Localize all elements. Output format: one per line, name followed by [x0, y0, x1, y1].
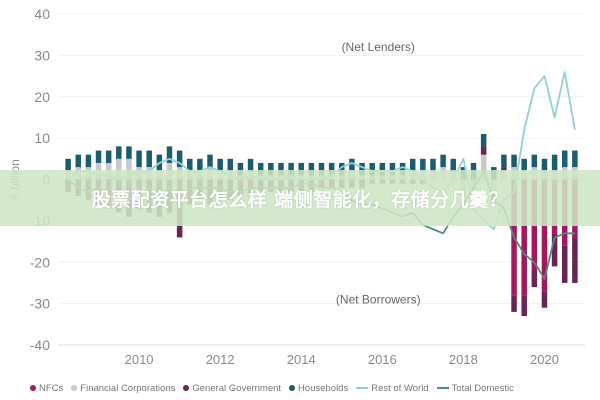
bar-households: [409, 158, 416, 172]
bar-general-government: [561, 245, 568, 283]
bar-households: [389, 162, 396, 176]
bar-general-government: [541, 291, 548, 308]
bar-households: [257, 162, 264, 176]
legend-item: Rest of World: [356, 382, 429, 394]
bar-households: [339, 162, 345, 176]
bar-households: [278, 162, 284, 176]
bar-households: [207, 154, 213, 168]
bar-households: [176, 150, 183, 168]
bar-nfcs: [541, 179, 548, 292]
bar-households: [105, 150, 112, 163]
legend-label: Financial Corporations: [80, 382, 176, 394]
banner-text: 股票配资平台怎么样 端侧智能化，存储分几羹？: [91, 188, 509, 211]
bar-households: [268, 162, 274, 176]
legend: NFCs Financial Corporations General Govern…: [30, 380, 522, 396]
bar-households: [430, 158, 436, 172]
bar-households: [75, 154, 82, 168]
bar-households: [551, 154, 558, 172]
legend-label: NFCs: [39, 382, 64, 394]
x-tick-label: 2014: [287, 352, 316, 367]
x-tick-label: 2018: [449, 352, 478, 367]
bar-households: [197, 158, 203, 172]
legend-label: General Government: [192, 382, 282, 394]
bar-households: [349, 158, 355, 172]
bar-households: [288, 162, 294, 176]
bar-households: [126, 146, 132, 159]
legend-label: Rest of World: [371, 382, 429, 394]
bar-households: [379, 162, 386, 176]
bar-households: [237, 162, 244, 176]
bar-general-government: [551, 233, 558, 267]
bar-households: [116, 146, 122, 159]
x-tick-label: 2012: [206, 352, 235, 367]
bar-households: [399, 162, 406, 176]
bar-households: [85, 154, 92, 168]
bar-households: [501, 154, 507, 168]
bar-households: [541, 158, 548, 172]
bar-general-government: [501, 167, 507, 172]
legend-swatch: [436, 387, 449, 389]
annotation: (Net Borrowers): [336, 293, 421, 307]
bar-households: [318, 162, 325, 176]
bar-households: [359, 162, 365, 176]
bar-households: [521, 158, 527, 172]
y-tick-label: 40: [34, 6, 50, 22]
y-tick-label: 20: [34, 89, 50, 105]
bar-households: [572, 150, 578, 168]
annotation: (Net Lenders): [342, 40, 415, 54]
bar-households: [561, 150, 568, 168]
bar-households: [531, 154, 538, 168]
legend-item: General Government: [183, 383, 281, 394]
legend-item: Households: [289, 383, 348, 394]
bar-financial-corporations: [126, 158, 132, 180]
legend-swatch: [183, 385, 190, 391]
y-tick-label: -40: [30, 337, 50, 353]
legend-label: Total Domestic: [451, 382, 514, 394]
y-tick-label: 30: [34, 47, 50, 63]
bar-households: [420, 158, 426, 172]
y-tick-label: -20: [30, 254, 50, 270]
legend-swatch: [30, 385, 36, 391]
bar-financial-corporations: [116, 158, 122, 180]
bar-general-government: [531, 270, 538, 288]
legend-swatch: [356, 387, 369, 389]
bar-households: [480, 133, 487, 147]
bar-households: [298, 162, 304, 176]
x-tick-label: 2016: [368, 352, 397, 367]
bar-financial-corporations: [480, 154, 487, 180]
x-tick-label: 2020: [530, 352, 559, 367]
legend-label: Households: [298, 382, 349, 394]
bar-general-government: [480, 146, 487, 155]
bar-households: [328, 162, 335, 176]
overlay-banner: 股票配资平台怎么样 端侧智能化，存储分几羹？: [0, 170, 600, 226]
bar-households: [450, 158, 456, 172]
bar-households: [217, 158, 223, 172]
bar-households: [470, 162, 477, 176]
bar-households: [247, 158, 254, 172]
bar-households: [187, 158, 193, 172]
bar-general-government: [521, 295, 527, 317]
bar-households: [166, 146, 173, 163]
bar-households: [308, 162, 315, 176]
legend-item: Total Domestic: [436, 382, 514, 394]
bar-general-government: [572, 237, 578, 283]
bar-nfcs: [521, 179, 527, 296]
bar-households: [136, 150, 142, 168]
bar-households: [146, 150, 152, 168]
bar-households: [440, 154, 446, 168]
legend-item: Financial Corporations: [71, 383, 175, 394]
bar-households: [65, 158, 71, 172]
y-tick-label: 10: [34, 130, 50, 146]
bar-households: [369, 162, 375, 176]
x-tick-label: 2010: [125, 352, 154, 367]
legend-item: NFCs: [30, 383, 63, 394]
legend-swatch: [71, 385, 78, 391]
bar-households: [511, 154, 517, 168]
legend-swatch: [289, 385, 296, 391]
bar-general-government: [511, 295, 517, 312]
y-tick-label: -30: [30, 296, 50, 312]
bar-households: [95, 150, 102, 163]
bar-households: [227, 158, 234, 172]
